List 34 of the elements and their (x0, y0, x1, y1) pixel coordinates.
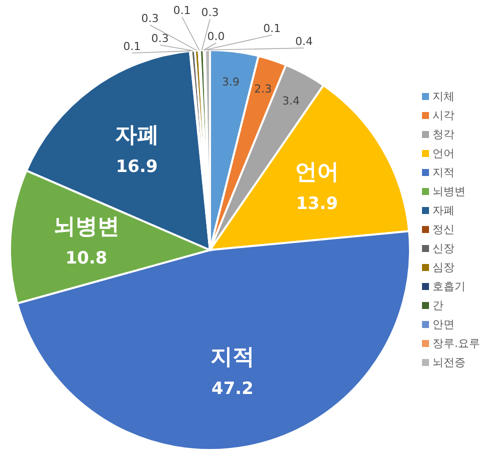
legend-label: 청각 (432, 128, 454, 141)
legend-label: 뇌전증 (432, 356, 466, 369)
legend-label: 지체 (432, 90, 454, 103)
legend-label: 시각 (432, 109, 454, 122)
legend-label: 지적 (432, 166, 454, 179)
data-label: 47.2 (211, 378, 254, 399)
data-label: 0.3 (141, 12, 159, 25)
legend-label: 신장 (432, 242, 454, 255)
data-label: 0.1 (123, 40, 141, 53)
legend-label: 안면 (432, 318, 454, 331)
data-label: 3.9 (222, 75, 240, 88)
text: 0.0 (207, 30, 225, 43)
legend-label: 뇌병변 (432, 185, 466, 198)
data-label: 16.9 (116, 156, 158, 177)
data-label: 10.8 (65, 248, 108, 268)
data-label: 0.3 (201, 6, 219, 19)
data-label: 13.9 (296, 194, 338, 214)
legend-label: 자폐 (432, 204, 454, 217)
legend-label: 간 (432, 299, 444, 312)
legend-label: 언어 (432, 147, 454, 160)
legend-label: 정신 (432, 223, 454, 236)
data-label: 0.1 (173, 4, 191, 17)
slice-label: 지적 (210, 344, 254, 370)
legend-label: 호흡기 (432, 280, 466, 293)
data-label: 2.3 (254, 82, 272, 96)
data-label: 3.4 (282, 94, 300, 108)
legend-label: 심장 (432, 261, 454, 274)
slice-label: 언어 (294, 160, 339, 186)
data-label: 0.4 (295, 35, 313, 48)
data-label: 0.3 (151, 32, 169, 45)
legend-label: 장루.요루 (432, 337, 480, 350)
data-label: 0.1 (263, 22, 281, 35)
slice-label: 자폐 (114, 122, 159, 148)
slice-label: 뇌병변 (53, 214, 120, 240)
